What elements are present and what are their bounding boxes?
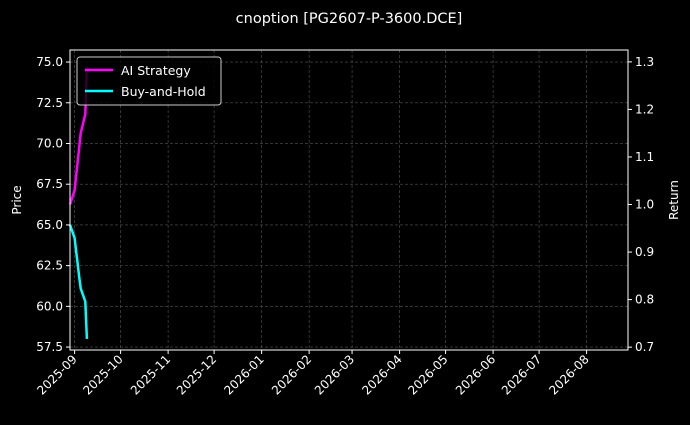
legend-label-buy-and-hold: Buy-and-Hold	[121, 84, 206, 99]
grid	[70, 50, 628, 350]
series-line-ai-strategy	[68, 66, 89, 205]
y-tick-label-left: 75.0	[36, 55, 63, 69]
x-tick-label: 2026-02	[269, 352, 314, 397]
y-tick-label-right: 0.8	[635, 293, 654, 307]
y-tick-label-right: 1.0	[635, 198, 654, 212]
x-tick-label: 2025-10	[80, 352, 125, 397]
x-tick-label: 2026-06	[453, 352, 498, 397]
x-tick-label: 2026-05	[405, 352, 450, 397]
y-axis-right: 0.7 0.8 0.9 1.0 1.1 1.2 1.3	[628, 55, 654, 354]
series-lines	[68, 66, 89, 339]
legend-label-ai-strategy: AI Strategy	[121, 63, 191, 78]
y-tick-label-right: 0.7	[635, 340, 654, 354]
x-tick-label: 2026-07	[499, 352, 544, 397]
plot-frame	[69, 49, 629, 351]
legend: AI Strategy Buy-and-Hold	[76, 56, 222, 106]
y-tick-label-left: 57.5	[36, 340, 63, 354]
y-tick-label-right: 1.2	[635, 102, 654, 116]
y-tick-label-right: 0.9	[635, 245, 654, 259]
y-axis-right-label: Return	[667, 180, 681, 220]
x-tick-label: 2026-03	[312, 352, 357, 397]
series-line-buy-and-hold	[68, 224, 89, 339]
x-tick-label: 2026-04	[359, 352, 404, 397]
y-tick-label-left: 70.0	[36, 136, 63, 150]
y-axis-left: 57.5 60.0 62.5 65.0 67.5 70.0 72.5 75.0	[36, 55, 70, 354]
y-axis-left-label: Price	[10, 185, 24, 214]
x-tick-label: 2025-09	[34, 352, 79, 397]
x-tick-label: 2026-08	[546, 352, 591, 397]
y-tick-label-left: 62.5	[36, 259, 63, 273]
x-axis: 2025-09 2025-10 2025-11 2025-12 2026-01 2026-…	[34, 350, 592, 398]
y-tick-label-left: 60.0	[36, 299, 63, 313]
x-tick-label: 2025-12	[174, 352, 219, 397]
y-tick-label-left: 72.5	[36, 96, 63, 110]
x-tick-label: 2025-11	[128, 352, 173, 397]
chart-title: cnoption [PG2607-P-3600.DCE]	[236, 11, 463, 27]
x-tick-label: 2026-01	[221, 352, 266, 397]
y-tick-label-right: 1.3	[635, 55, 654, 69]
y-tick-label-left: 65.0	[36, 218, 63, 232]
y-tick-label-right: 1.1	[635, 150, 654, 164]
y-tick-label-left: 67.5	[36, 177, 63, 191]
